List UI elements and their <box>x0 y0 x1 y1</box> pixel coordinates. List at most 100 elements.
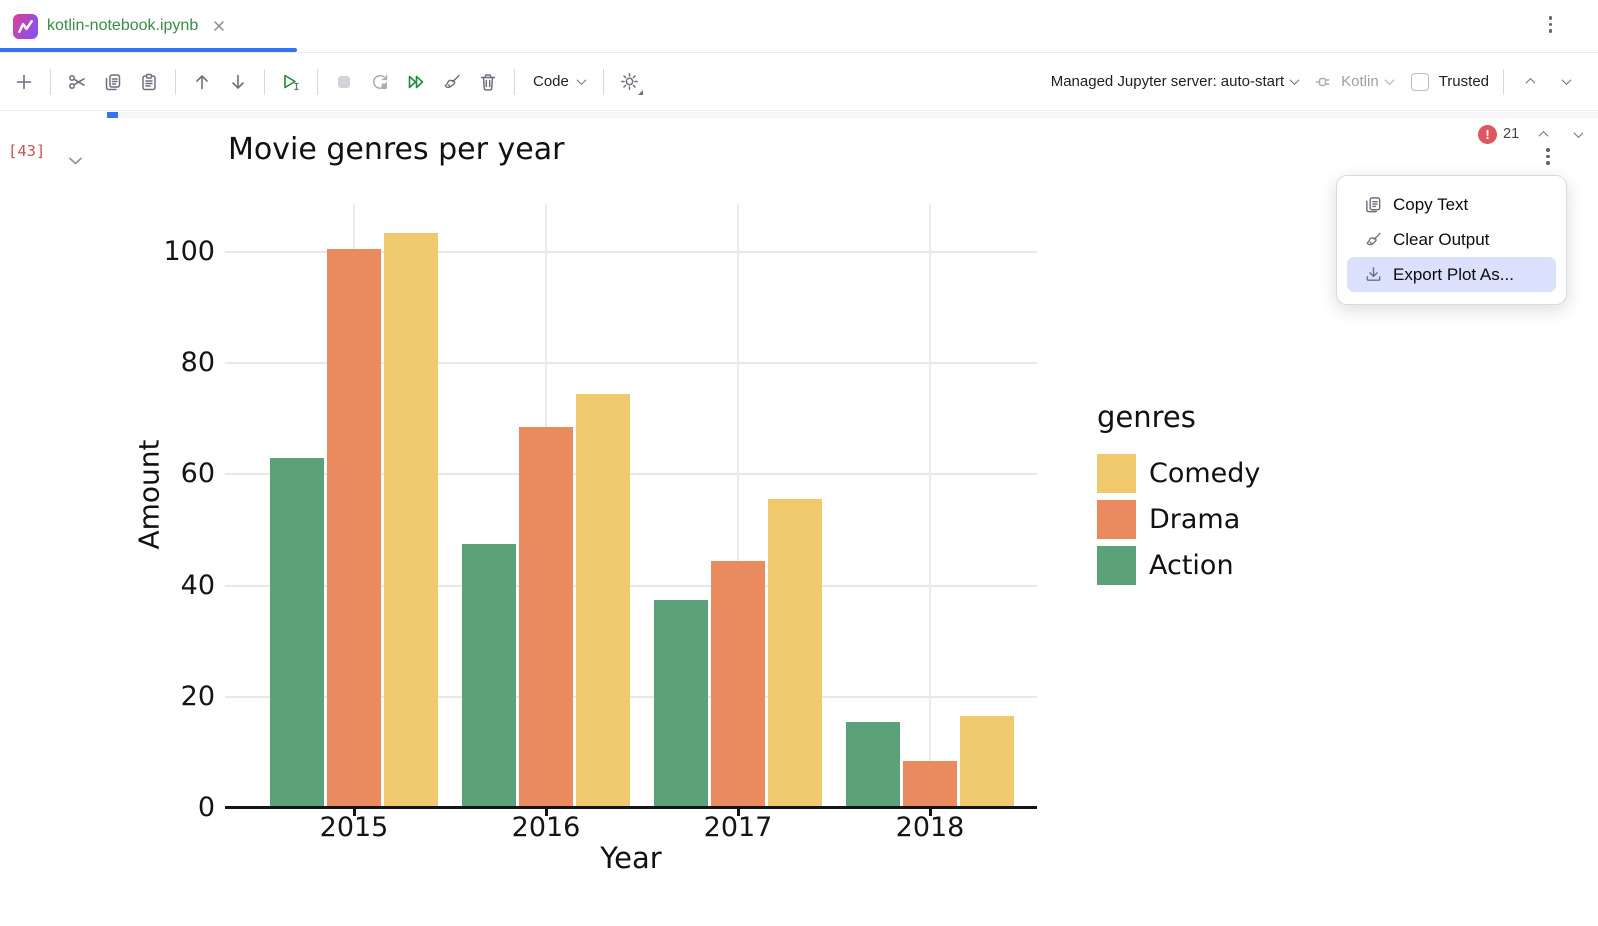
chart-title: Movie genres per year <box>228 132 565 167</box>
delete-cell-button[interactable] <box>470 64 506 100</box>
x-tick-mark <box>736 809 740 816</box>
gridline-x-2018 <box>929 204 931 808</box>
x-tick-mark <box>544 809 548 816</box>
gridline-y-80 <box>225 362 1037 365</box>
plug-icon <box>1315 77 1330 86</box>
legend-label: Drama <box>1149 504 1241 535</box>
cell-type-dropdown[interactable]: Code <box>523 64 595 100</box>
menu-item-copy-text[interactable]: Copy Text <box>1347 187 1556 222</box>
next-cell-button[interactable] <box>1548 64 1584 100</box>
move-cell-down-button[interactable] <box>220 64 256 100</box>
toolbar-divider <box>1503 68 1504 95</box>
output-controls: ! 21 <box>1478 123 1589 145</box>
chart-legend: genres Comedy Drama Action <box>1097 400 1260 592</box>
chevron-down-icon <box>1384 75 1395 86</box>
notebook-settings-button[interactable] <box>612 64 648 100</box>
toolbar-divider <box>514 68 515 95</box>
notebook-toolbar: Code Managed Jupyter server: auto-start … <box>0 53 1598 111</box>
bar-comedy-2015 <box>384 232 438 808</box>
kernel-dropdown[interactable]: Kotlin <box>1306 64 1401 100</box>
legend-swatch-drama <box>1097 500 1136 539</box>
clear-outputs-button[interactable] <box>434 64 470 100</box>
legend-title: genres <box>1097 400 1196 434</box>
y-axis-label: Amount <box>132 439 166 550</box>
x-tick-label: 2017 <box>703 812 773 843</box>
jupyter-server-label: Managed Jupyter server: auto-start <box>1050 73 1285 90</box>
legend-entry-drama: Drama <box>1097 500 1260 539</box>
menu-item-export-plot-as[interactable]: Export Plot As... <box>1347 257 1556 292</box>
move-cell-up-button[interactable] <box>184 64 220 100</box>
error-badge-icon[interactable]: ! <box>1478 124 1497 144</box>
menu-item-label: Copy Text <box>1393 194 1469 214</box>
restart-kernel-button[interactable] <box>362 64 398 100</box>
cut-cell-button[interactable] <box>59 64 95 100</box>
chevron-up-icon <box>1525 77 1535 88</box>
x-tick-mark <box>928 809 932 816</box>
error-glyph: ! <box>1485 126 1490 142</box>
chevron-down-icon <box>1289 75 1300 86</box>
collapsed-cell-indicator[interactable] <box>107 112 118 118</box>
copy-cell-button[interactable] <box>95 64 131 100</box>
menu-item-label: Clear Output <box>1393 229 1490 249</box>
gridline-x-2017 <box>737 204 739 808</box>
tab-title: kotlin-notebook.ipynb <box>47 17 199 34</box>
legend-swatch-comedy <box>1097 454 1136 493</box>
stop-kernel-button[interactable] <box>326 64 362 100</box>
bar-comedy-2018 <box>960 716 1014 808</box>
paste-cell-button[interactable] <box>131 64 167 100</box>
next-error-button[interactable] <box>1567 123 1589 145</box>
chevron-down-icon <box>1573 127 1584 138</box>
previous-error-button[interactable] <box>1532 123 1554 145</box>
window-more-kebab-icon[interactable] <box>1548 16 1552 33</box>
legend-swatch-action <box>1097 546 1136 585</box>
x-tick-label: 2015 <box>319 812 389 843</box>
tab-bar: kotlin-notebook.ipynb <box>0 0 1598 53</box>
legend-label: Action <box>1149 550 1234 581</box>
dropdown-corner-mark <box>637 89 643 95</box>
jupyter-server-dropdown[interactable]: Managed Jupyter server: auto-start <box>1043 64 1306 100</box>
bar-action-2016 <box>462 543 516 808</box>
x-axis-label: Year <box>600 841 662 875</box>
close-icon[interactable] <box>212 19 226 33</box>
bar-action-2017 <box>654 599 708 808</box>
run-cell-button[interactable] <box>273 64 309 100</box>
legend-label: Comedy <box>1149 458 1261 489</box>
toolbar-divider <box>264 68 265 95</box>
gridline-y-60 <box>225 473 1037 476</box>
trusted-control: Trusted <box>1410 72 1489 91</box>
broom-icon <box>1364 230 1384 249</box>
legend-entry-comedy: Comedy <box>1097 454 1260 493</box>
toolbar-divider <box>602 68 604 95</box>
error-count: 21 <box>1503 126 1520 142</box>
menu-item-label: Export Plot As... <box>1393 264 1514 284</box>
add-cell-button[interactable] <box>6 64 42 100</box>
execution-count-label: [43] <box>8 142 46 160</box>
trusted-checkbox[interactable] <box>1410 72 1429 91</box>
gridline-y-100 <box>225 251 1037 253</box>
output-context-menu: Copy Text Clear Output Export Plot As... <box>1336 175 1567 305</box>
x-tick-label: 2016 <box>511 812 581 843</box>
collapsed-cell-strip <box>107 112 1598 118</box>
toolbar-divider <box>317 68 318 95</box>
output-more-kebab-icon[interactable] <box>1546 148 1550 165</box>
y-tick-label: 40 <box>180 569 215 601</box>
y-tick-label: 100 <box>163 236 215 267</box>
previous-cell-button[interactable] <box>1512 64 1548 100</box>
bar-drama-2017 <box>711 560 765 808</box>
cell-type-label: Code <box>533 73 569 90</box>
tab-kotlin-notebook[interactable]: kotlin-notebook.ipynb <box>0 0 238 52</box>
bar-drama-2015 <box>327 249 381 808</box>
legend-entry-action: Action <box>1097 546 1260 585</box>
trusted-label: Trusted <box>1438 73 1489 90</box>
y-tick-label: 80 <box>180 347 215 379</box>
bar-action-2015 <box>270 457 324 808</box>
menu-item-clear-output[interactable]: Clear Output <box>1347 222 1556 257</box>
x-tick-label: 2018 <box>895 812 965 843</box>
collapse-output-chevron[interactable] <box>68 156 83 166</box>
bar-comedy-2017 <box>768 499 822 808</box>
bar-drama-2016 <box>519 427 573 808</box>
y-tick-label: 0 <box>197 792 215 823</box>
toolbar-divider <box>175 68 176 95</box>
run-all-cells-button[interactable] <box>398 64 434 100</box>
x-axis-line <box>225 806 1037 809</box>
